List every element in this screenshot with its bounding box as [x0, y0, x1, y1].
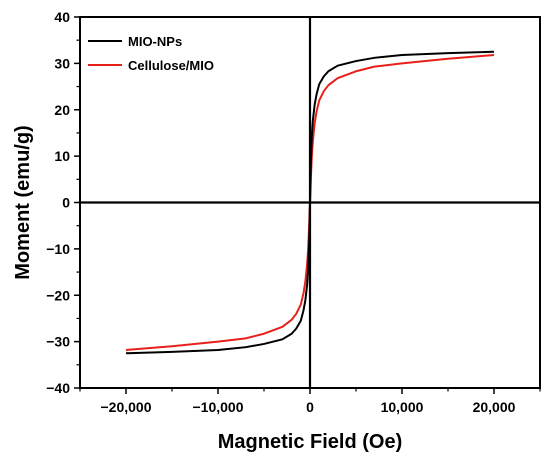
tick-marks	[74, 16, 541, 394]
x-tick-labels: −20,000 −10,000 0 10,000 20,000	[101, 399, 516, 415]
x-tick-label: −20,000	[101, 399, 152, 415]
y-tick-label: −10	[46, 241, 70, 257]
y-tick-label: −20	[46, 287, 70, 303]
x-axis-title: Magnetic Field (Oe)	[218, 431, 402, 453]
x-tick-label: 20,000	[473, 399, 516, 415]
x-tick-label: 0	[306, 399, 314, 415]
legend-label-cellulose-mio: Cellulose/MIO	[128, 58, 214, 73]
y-tick-label: −30	[46, 334, 70, 350]
y-tick-label: 10	[54, 148, 70, 164]
y-tick-label: 20	[54, 102, 70, 118]
x-tick-label: −10,000	[193, 399, 244, 415]
y-tick-label: 0	[62, 195, 70, 211]
y-axis-title: Moment (emu/g)	[12, 125, 34, 279]
y-tick-label: 30	[54, 55, 70, 71]
y-tick-label: 40	[54, 9, 70, 25]
x-tick-label: 10,000	[381, 399, 424, 415]
y-tick-label: −40	[46, 380, 70, 396]
legend: MIO-NPs Cellulose/MIO	[88, 34, 214, 73]
zero-lines	[80, 17, 540, 388]
y-tick-labels: −40 −30 −20 −10 0 10 20 30 40	[46, 9, 70, 396]
legend-label-mio-nps: MIO-NPs	[128, 34, 182, 49]
